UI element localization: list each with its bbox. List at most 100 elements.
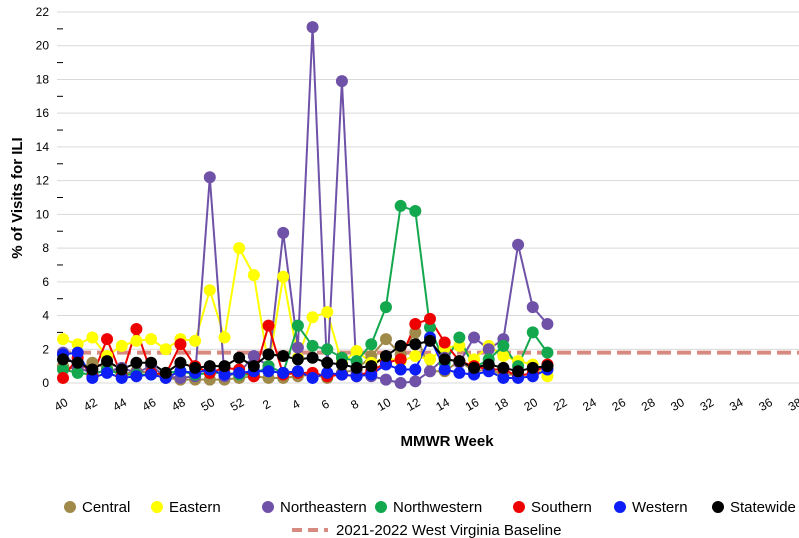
data-point <box>115 339 128 352</box>
data-point <box>321 356 334 369</box>
y-axis-ticks: 0 2 4 6 8 10 12 14 16 18 20 22 <box>36 5 63 390</box>
data-point <box>335 358 348 371</box>
data-point <box>453 366 466 379</box>
x-tick-label: 18 <box>492 395 511 414</box>
data-point <box>409 350 422 363</box>
data-point <box>277 366 290 379</box>
data-point <box>541 360 554 373</box>
data-point <box>262 348 275 361</box>
x-tick-label: 26 <box>610 395 629 414</box>
legend-label: Central <box>82 499 130 516</box>
data-point <box>57 371 69 384</box>
data-point <box>247 269 260 282</box>
series-layer <box>57 21 554 389</box>
data-point <box>247 360 260 373</box>
data-point <box>306 311 319 324</box>
data-point <box>115 363 128 376</box>
data-point <box>291 353 304 366</box>
x-tick-label: 6 <box>319 397 332 413</box>
x-tick-label: 14 <box>433 395 452 414</box>
data-point <box>365 360 378 373</box>
y-tick-label: 22 <box>36 5 50 19</box>
data-point <box>174 338 187 351</box>
data-point <box>321 343 334 356</box>
x-tick-label: 40 <box>52 395 71 414</box>
y-tick-label: 12 <box>36 174 50 188</box>
data-point <box>130 323 143 336</box>
data-point <box>350 361 363 374</box>
data-point <box>409 204 422 217</box>
data-point <box>526 370 539 383</box>
data-point <box>365 338 378 351</box>
data-point <box>379 301 392 314</box>
data-point <box>159 343 172 356</box>
data-point <box>379 358 392 371</box>
x-tick-label: 16 <box>463 395 482 414</box>
legend-label: Western <box>632 499 688 516</box>
legend-label: Northwestern <box>393 499 482 516</box>
data-point <box>409 326 422 339</box>
y-tick-label: 10 <box>36 207 50 221</box>
data-point <box>321 306 334 319</box>
data-point <box>526 326 539 339</box>
data-point <box>57 363 69 376</box>
data-point <box>101 366 114 379</box>
x-tick-label: 20 <box>521 395 540 414</box>
x-axis-ticks: 40 42 44 46 48 50 52 2 4 6 8 10 12 14 16 18 20 22 24 26 28 30… <box>52 395 799 414</box>
series-line <box>62 335 548 380</box>
data-point <box>277 226 290 239</box>
data-point <box>394 377 407 389</box>
data-point <box>71 366 84 379</box>
data-point <box>526 361 539 374</box>
data-point <box>306 371 319 384</box>
data-point <box>394 353 407 366</box>
x-tick-label: 24 <box>580 395 599 414</box>
data-point <box>424 321 436 334</box>
data-point <box>291 365 304 378</box>
data-point <box>541 346 554 359</box>
data-point <box>71 346 84 359</box>
y-tick-label: 16 <box>36 106 50 120</box>
data-point <box>189 334 202 347</box>
y-tick-label: 18 <box>36 72 50 86</box>
data-point <box>203 284 216 297</box>
data-point <box>145 368 158 381</box>
data-point <box>497 350 510 363</box>
data-point <box>438 336 451 349</box>
x-tick-label: 46 <box>140 395 159 414</box>
data-point <box>394 339 407 352</box>
data-point <box>145 333 158 346</box>
legend-marker <box>375 501 387 513</box>
x-tick-label: 4 <box>289 397 302 413</box>
data-point <box>526 301 539 314</box>
legend-label: Southern <box>531 499 592 516</box>
x-tick-label: 30 <box>668 395 687 414</box>
data-point <box>86 331 99 344</box>
legend-label: Statewide <box>730 499 796 516</box>
data-point <box>497 361 510 374</box>
data-point <box>335 75 348 88</box>
data-point <box>262 319 275 332</box>
data-point <box>277 350 290 363</box>
y-tick-label: 14 <box>36 140 50 154</box>
data-point <box>438 353 451 366</box>
x-tick-label: 8 <box>348 397 361 413</box>
data-point <box>130 334 143 347</box>
x-tick-label: 12 <box>404 395 423 414</box>
legend-label: Northeastern <box>280 499 367 516</box>
x-tick-label: 28 <box>639 395 658 414</box>
data-point <box>291 341 304 354</box>
data-point <box>233 351 246 364</box>
x-tick-label: 44 <box>110 395 129 414</box>
data-point <box>115 371 128 384</box>
x-tick-label: 52 <box>228 395 247 414</box>
data-point <box>482 343 495 356</box>
data-point <box>86 371 99 384</box>
x-tick-label: 22 <box>551 395 570 414</box>
x-tick-label: 32 <box>698 395 717 414</box>
data-point <box>424 365 436 378</box>
x-tick-label: 42 <box>81 395 100 414</box>
data-point <box>218 360 231 373</box>
y-tick-label: 6 <box>42 275 49 289</box>
